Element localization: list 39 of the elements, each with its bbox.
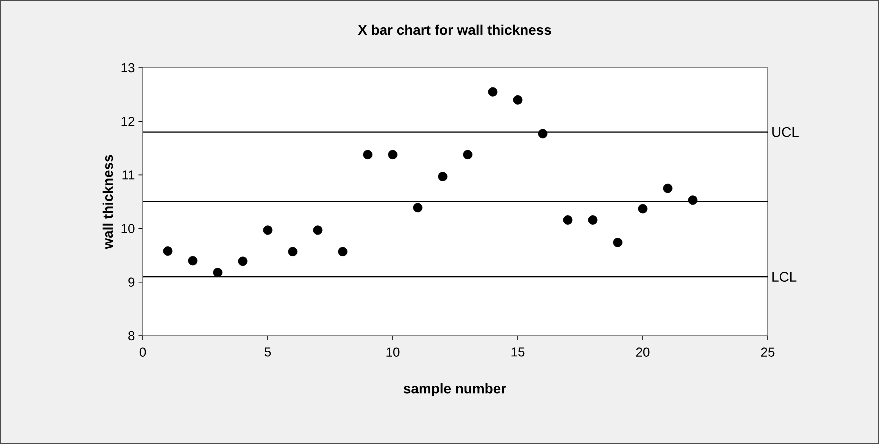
point bbox=[213, 268, 223, 278]
point bbox=[663, 184, 673, 194]
x-tick-label: 0 bbox=[140, 348, 146, 357]
point bbox=[688, 196, 698, 206]
point bbox=[413, 203, 423, 213]
point bbox=[438, 172, 448, 182]
point bbox=[613, 238, 623, 248]
point bbox=[263, 226, 273, 236]
point bbox=[638, 204, 648, 214]
ref-line-label: LCL bbox=[772, 272, 797, 282]
point bbox=[563, 216, 573, 225]
y-tick-label: 12 bbox=[122, 117, 135, 126]
point bbox=[588, 216, 598, 225]
x-axis-title: sample number bbox=[404, 383, 506, 396]
point bbox=[488, 87, 498, 97]
ref-line-label: UCL bbox=[772, 127, 799, 138]
point bbox=[463, 150, 473, 160]
y-tick-label: 11 bbox=[122, 170, 135, 180]
x-tick-label: 15 bbox=[512, 348, 525, 357]
point bbox=[513, 95, 523, 105]
y-tick-label: 10 bbox=[122, 224, 135, 234]
point bbox=[338, 247, 348, 257]
point bbox=[363, 150, 373, 160]
x-tick-label: 20 bbox=[636, 348, 650, 357]
y-tick-label: 9 bbox=[128, 278, 135, 287]
y-tick-label: 8 bbox=[128, 331, 135, 341]
point bbox=[188, 256, 198, 266]
x-tick-label: 10 bbox=[386, 348, 400, 357]
point bbox=[538, 129, 548, 139]
point bbox=[238, 256, 248, 266]
chart-title: X bar chart for wall thickness bbox=[358, 24, 552, 36]
point bbox=[163, 246, 173, 256]
x-tick-label: 5 bbox=[264, 348, 272, 357]
y-axis-title: wall thickness bbox=[102, 155, 114, 250]
point bbox=[313, 226, 323, 236]
point bbox=[288, 247, 298, 257]
x-tick-label: 25 bbox=[761, 348, 775, 357]
point bbox=[388, 150, 398, 160]
y-tick-label: 13 bbox=[122, 63, 135, 73]
